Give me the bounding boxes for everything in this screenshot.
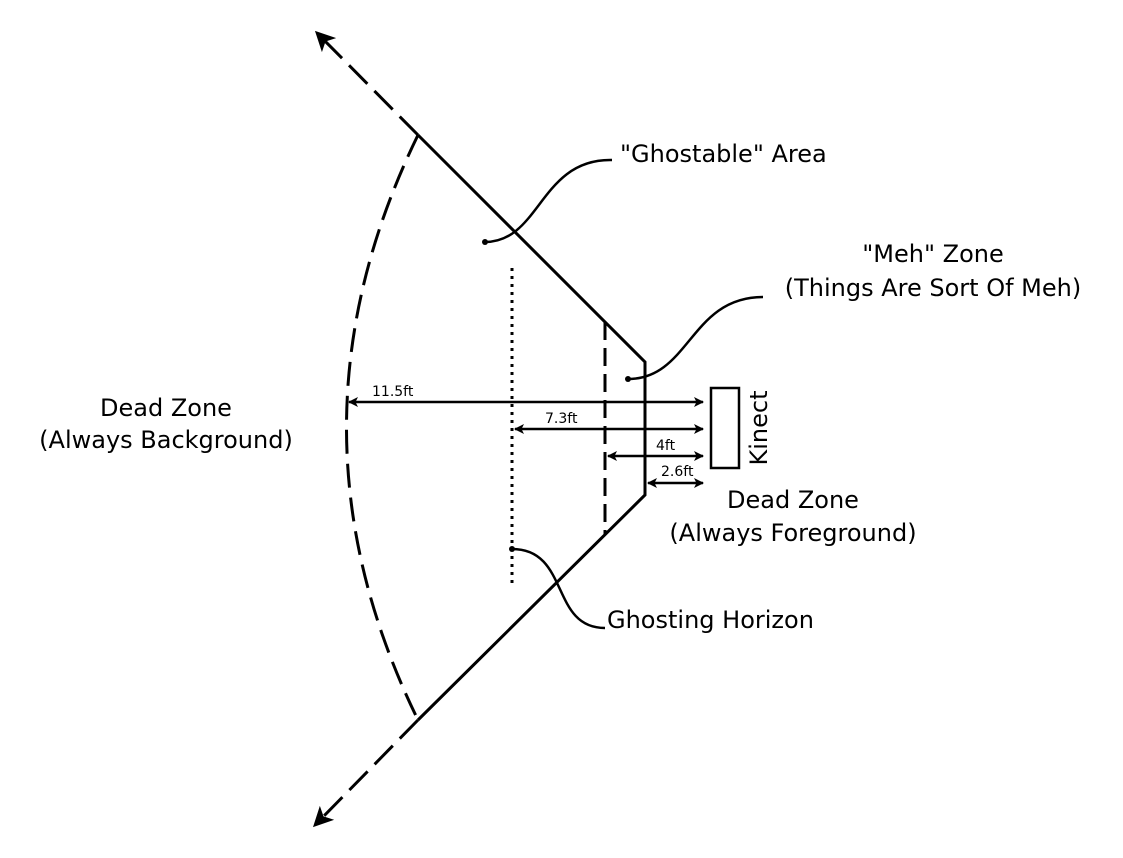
ghosting-horizon-label: Ghosting Horizon [607, 606, 814, 634]
horizon-leader-dot [509, 546, 515, 552]
fov-upper-extension [314, 30, 420, 137]
kinect-sensor [709, 386, 741, 470]
distance-label-4: 4ft [656, 438, 676, 454]
kinect-label: Kinect [745, 391, 773, 466]
ghostable-leader [484, 158, 612, 244]
distance-label-11-5: 11.5ft [372, 384, 414, 400]
ghostable-area-label: "Ghostable" Area [620, 140, 827, 168]
fov-lower-extension [313, 718, 420, 828]
dead-zone-foreground-title: Dead Zone [727, 486, 859, 514]
dead-zone-background-title: Dead Zone [100, 394, 232, 422]
meh-zone-subtitle: (Things Are Sort Of Meh) [785, 274, 1081, 302]
meh-leader [627, 295, 764, 381]
dead-zone-background-subtitle: (Always Background) [39, 426, 293, 454]
ghostable-leader-dot [482, 239, 488, 245]
horizon-leader [511, 547, 606, 630]
dead-zone-foreground-subtitle: (Always Foreground) [669, 519, 916, 547]
meh-leader-dot [625, 376, 631, 382]
meh-zone-title: "Meh" Zone [862, 240, 1004, 268]
distance-label-2-6: 2.6ft [661, 464, 694, 480]
far-range-arc [345, 134, 420, 721]
distance-label-7-3: 7.3ft [545, 411, 578, 427]
